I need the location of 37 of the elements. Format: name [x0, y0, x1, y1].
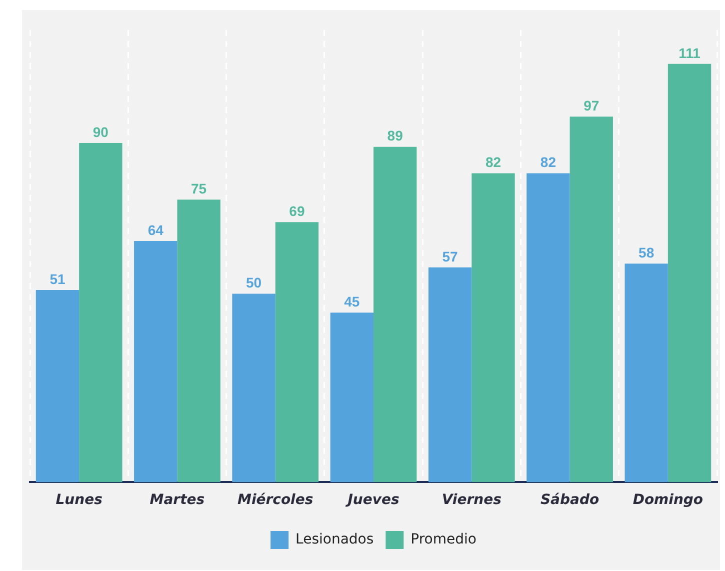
bar [275, 222, 319, 482]
bar [330, 312, 374, 482]
bar [472, 173, 515, 482]
data-label: 111 [678, 44, 701, 61]
bar [177, 200, 220, 482]
bar [232, 294, 276, 482]
bar [134, 241, 178, 482]
data-label: 69 [289, 203, 305, 220]
data-label: 75 [191, 180, 207, 196]
bar [428, 267, 472, 482]
bar [570, 116, 613, 482]
data-label: 50 [246, 274, 262, 291]
data-label: 97 [584, 98, 600, 114]
data-label: 89 [387, 128, 404, 144]
x-tick-label: Sábado [540, 492, 600, 508]
data-label: 82 [485, 154, 502, 170]
data-label: 64 [148, 222, 164, 238]
x-tick-label: Viernes [442, 492, 502, 508]
x-tick-label: Domingo [632, 492, 704, 508]
data-label: 58 [638, 244, 654, 260]
legend-label: Promedio [410, 532, 476, 548]
data-label: 51 [50, 270, 66, 287]
data-label: 90 [92, 124, 109, 140]
data-label: 45 [344, 293, 360, 310]
x-tick-label: Miércoles [238, 492, 314, 508]
bar [668, 64, 712, 482]
bar [624, 264, 668, 482]
bar [79, 143, 122, 482]
data-label: 82 [540, 154, 556, 170]
bar [526, 173, 570, 482]
x-tick-label: Jueves [344, 492, 400, 508]
x-tick-label: Lunes [56, 492, 102, 508]
bar [36, 290, 80, 482]
data-label: 57 [442, 248, 458, 264]
bar [374, 146, 417, 482]
x-tick-label: Martes [150, 492, 205, 508]
legend-label: Lesionados [296, 532, 374, 548]
